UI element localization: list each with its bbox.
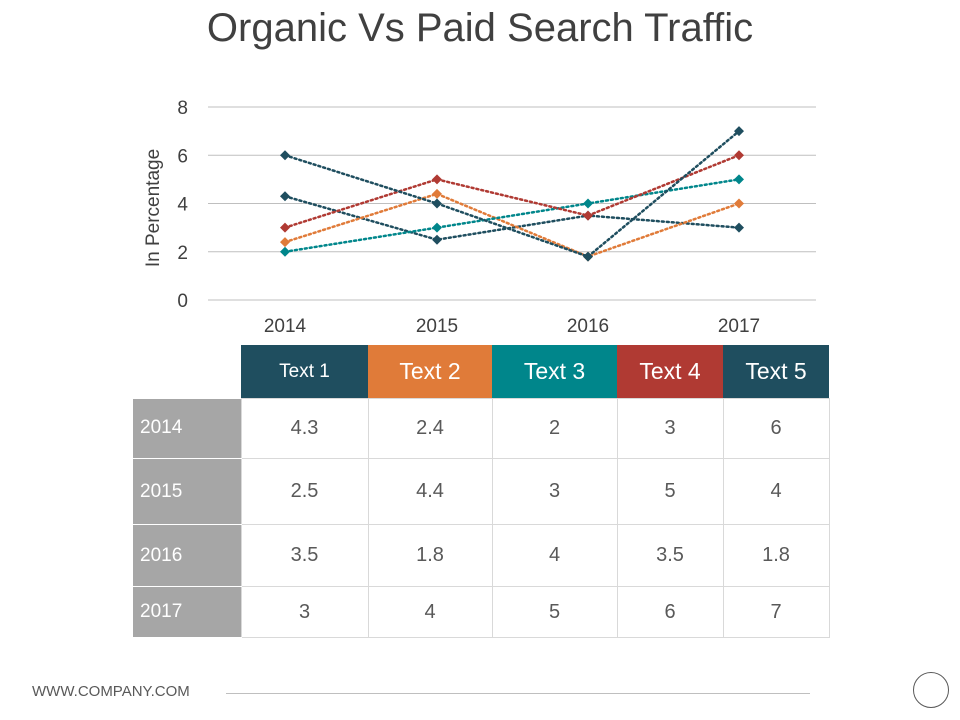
series-2-point: [432, 188, 442, 199]
table-cell: 3: [240, 586, 369, 638]
y-tick-label: 4: [177, 195, 188, 216]
x-tick-label: 2015: [416, 316, 458, 337]
table-cell: 3.5: [616, 524, 724, 587]
series-5-point: [734, 126, 744, 137]
series-3-point: [432, 222, 442, 233]
table-cell: 5: [616, 458, 724, 525]
table-cell: 3.5: [240, 524, 369, 587]
series-1-point: [734, 222, 744, 233]
row-label: 2016: [133, 524, 241, 587]
table-cell: 2.5: [240, 458, 369, 525]
table-cell: 4: [367, 586, 493, 638]
series-2-point: [280, 237, 290, 248]
table-cell: 7: [722, 586, 830, 638]
page-title: Organic Vs Paid Search Traffic: [206, 6, 754, 50]
y-tick-label: 0: [177, 291, 188, 312]
table-row: 2015 2.5 4.4 3 5 4: [133, 458, 830, 525]
series-4-point: [734, 150, 744, 161]
series-5-point: [280, 150, 290, 161]
series-3-point: [734, 174, 744, 185]
table-row: 2017 3 4 5 6 7: [133, 586, 830, 638]
series-4-point: [432, 174, 442, 185]
table-cell: 6: [722, 398, 830, 459]
table-cell: 4: [722, 458, 830, 525]
series-5-point: [432, 198, 442, 209]
table-cell: 1.8: [367, 524, 493, 587]
table-cell: 4.3: [240, 398, 369, 459]
table-corner: [133, 345, 241, 399]
footer-circle-icon: [913, 672, 949, 708]
series-1-point: [280, 191, 290, 202]
column-header-text-4: Text 4: [617, 345, 723, 399]
column-header-text-5: Text 5: [723, 345, 829, 399]
table-header-row: Text 1 Text 2 Text 3 Text 4 Text 5: [133, 345, 829, 399]
y-axis-title: In Percentage: [143, 149, 164, 267]
footer-divider: [226, 693, 810, 694]
series-line-3: [283, 178, 741, 253]
table-cell: 3: [491, 458, 618, 525]
series-4-point: [583, 210, 593, 221]
series-3-point: [583, 198, 593, 209]
table-cell: 3: [616, 398, 724, 459]
line-chart: 0 2 4 6 8 2014 2015 2016 2017 In Percentage: [143, 98, 816, 337]
column-header-text-1: Text 1: [241, 345, 368, 399]
row-label: 2015: [133, 458, 241, 525]
y-tick-label: 2: [177, 243, 188, 264]
row-label: 2017: [133, 586, 241, 638]
series-line-4: [283, 154, 741, 229]
series-5-point: [583, 251, 593, 262]
row-label: 2014: [133, 398, 241, 459]
data-table: Text 1 Text 2 Text 3 Text 4 Text 5 2014 …: [133, 345, 830, 638]
series-1-point: [432, 234, 442, 245]
table-cell: 6: [616, 586, 724, 638]
series-2-point: [734, 198, 744, 209]
table-cell: 2: [491, 398, 618, 459]
series-line-5: [283, 129, 741, 258]
series-3-point: [280, 246, 290, 257]
table-cell: 2.4: [367, 398, 493, 459]
x-tick-label: 2014: [264, 316, 307, 337]
table-cell: 4: [491, 524, 618, 587]
table-cell: 1.8: [722, 524, 830, 587]
y-tick-label: 8: [177, 98, 188, 119]
table-row: 2014 4.3 2.4 2 3 6: [133, 398, 830, 459]
x-tick-label: 2017: [718, 316, 760, 337]
column-header-text-2: Text 2: [368, 345, 492, 399]
table-cell: 5: [491, 586, 618, 638]
series-4-point: [280, 222, 290, 233]
table-row: 2016 3.5 1.8 4 3.5 1.8: [133, 524, 830, 587]
y-tick-label: 6: [177, 146, 188, 167]
table-cell: 4.4: [367, 458, 493, 525]
series-line-2: [283, 192, 741, 258]
column-header-text-3: Text 3: [492, 345, 617, 399]
footer-website: WWW.COMPANY.COM: [32, 683, 190, 700]
series-line-1: [283, 195, 741, 241]
x-tick-label: 2016: [567, 316, 609, 337]
